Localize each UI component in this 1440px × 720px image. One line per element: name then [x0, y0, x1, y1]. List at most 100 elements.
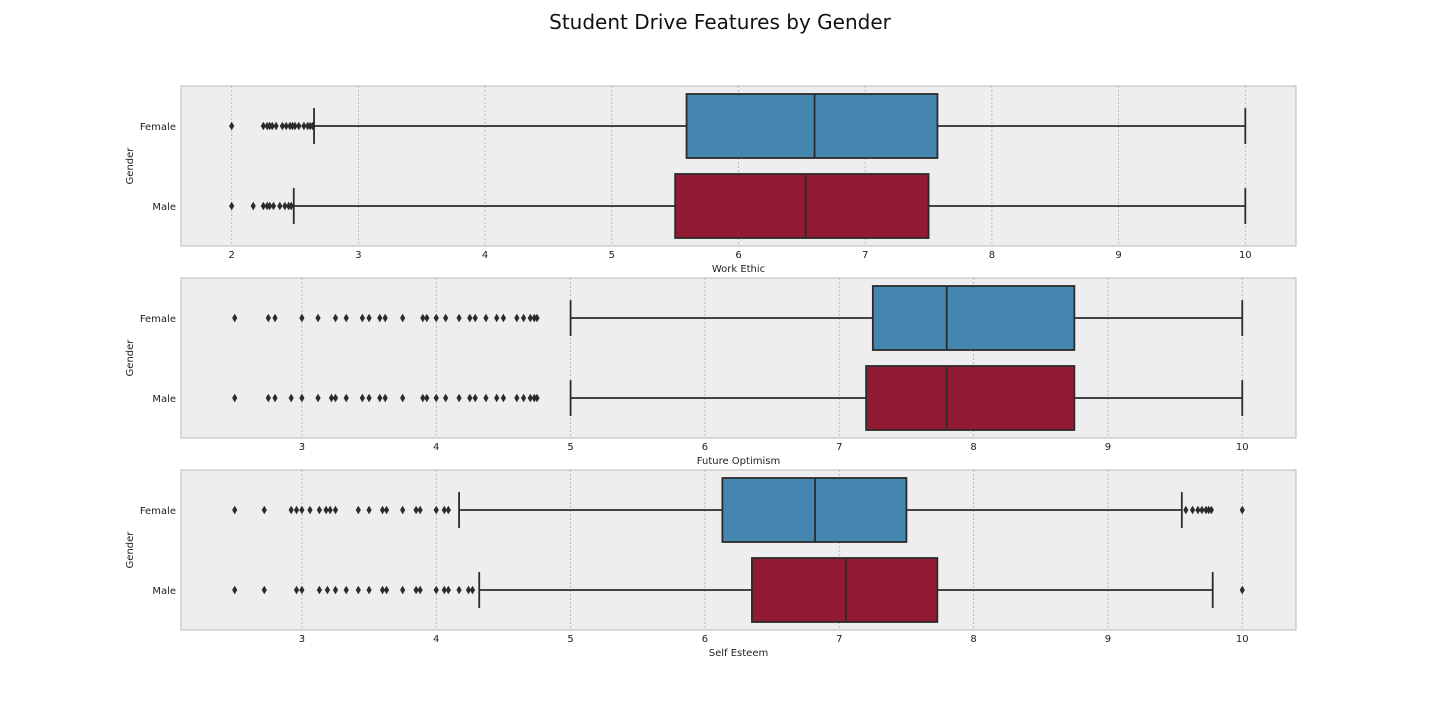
x-tick-label: 9	[1105, 442, 1111, 453]
iqr-box	[751, 557, 939, 623]
outlier-point	[279, 121, 285, 131]
outlier-point	[472, 313, 478, 323]
outlier-point	[232, 393, 238, 403]
outlier-point	[288, 505, 294, 515]
outlier-point	[315, 313, 321, 323]
outlier-point	[316, 505, 322, 515]
outlier-point	[288, 393, 294, 403]
outlier-point	[494, 313, 500, 323]
outlier-point	[420, 313, 426, 323]
outlier-point	[433, 585, 439, 595]
x-tick-label: 6	[702, 442, 708, 453]
outlier-point	[282, 201, 288, 211]
outlier-point	[1239, 585, 1245, 595]
outlier-point	[299, 393, 305, 403]
outlier-point	[293, 505, 300, 515]
outlier-point	[379, 505, 386, 515]
iqr-box	[865, 365, 1076, 431]
x-tick-label: 4	[482, 250, 488, 261]
outlier-point	[272, 313, 278, 323]
x-tick-label: 9	[1115, 250, 1121, 261]
outlier-point	[299, 505, 305, 515]
y-tick-label: Male	[152, 202, 176, 213]
outlier-point	[332, 585, 339, 595]
outlier-point	[383, 585, 390, 595]
x-tick-label: 6	[735, 250, 741, 261]
outlier-point	[382, 393, 388, 403]
outlier-point	[267, 201, 273, 211]
outlier-point	[500, 393, 507, 403]
outlier-point	[265, 313, 271, 323]
outlier-point	[1199, 505, 1205, 515]
x-tick-label: 10	[1236, 442, 1249, 453]
x-tick-label: 7	[836, 634, 842, 645]
iqr-box	[685, 93, 939, 159]
outlier-point	[483, 313, 489, 323]
outlier-point	[413, 505, 419, 515]
outlier-point	[327, 505, 333, 515]
outlier-point	[527, 313, 533, 323]
box-female: Female	[140, 477, 1245, 543]
outlier-point	[1195, 505, 1201, 515]
x-axis-label: Self Esteem	[709, 648, 768, 659]
outlier-point	[417, 585, 423, 595]
outlier-point	[400, 393, 406, 403]
outlier-point	[1189, 505, 1196, 515]
outlier-point	[269, 121, 275, 131]
outlier-point	[355, 585, 361, 595]
x-tick-label: 2	[228, 250, 234, 261]
outlier-point	[296, 121, 302, 131]
x-tick-label: 10	[1236, 634, 1249, 645]
outlier-point	[299, 585, 305, 595]
x-tick-label: 3	[299, 442, 305, 453]
outlier-point	[400, 585, 406, 595]
iqr-box	[871, 285, 1076, 351]
x-axis-label: Future Optimism	[697, 456, 780, 467]
outlier-point	[467, 313, 473, 323]
y-tick-label: Female	[140, 314, 176, 325]
outlier-point	[343, 393, 349, 403]
outlier-point	[534, 393, 540, 403]
outlier-point	[520, 313, 527, 323]
outlier-point	[315, 393, 321, 403]
outlier-point	[467, 393, 473, 403]
outlier-point	[441, 585, 447, 595]
outlier-point	[1239, 505, 1245, 515]
outlier-point	[456, 393, 462, 403]
outlier-point	[332, 313, 339, 323]
outlier-point	[292, 121, 298, 131]
outlier-point	[494, 393, 500, 403]
outlier-point	[229, 121, 235, 131]
y-tick-label: Male	[152, 586, 176, 597]
outlier-point	[424, 313, 430, 323]
x-tick-label: 4	[433, 634, 439, 645]
outlier-point	[1206, 505, 1212, 515]
outlier-point	[328, 393, 335, 403]
outlier-point	[531, 313, 537, 323]
outlier-point	[520, 393, 527, 403]
outlier-point	[366, 313, 372, 323]
outlier-point	[366, 505, 372, 515]
outlier-point	[445, 585, 451, 595]
outlier-point	[483, 393, 489, 403]
outlier-point	[265, 393, 271, 403]
outlier-point	[310, 121, 316, 131]
x-tick-label: 4	[433, 442, 439, 453]
outlier-point	[531, 393, 537, 403]
outlier-point	[283, 121, 289, 131]
x-tick-label: 8	[989, 250, 995, 261]
outlier-point	[270, 201, 277, 211]
x-tick-label: 6	[702, 634, 708, 645]
outlier-point	[232, 313, 238, 323]
outlier-point	[413, 585, 419, 595]
outlier-point	[1203, 505, 1209, 515]
y-tick-label: Male	[152, 394, 176, 405]
outlier-point	[307, 505, 313, 515]
outlier-point	[232, 585, 238, 595]
outlier-point	[316, 585, 322, 595]
chart-title: Student Drive Features by Gender	[549, 10, 891, 34]
outlier-point	[445, 505, 451, 515]
outlier-point	[1208, 505, 1214, 515]
outlier-point	[366, 393, 372, 403]
